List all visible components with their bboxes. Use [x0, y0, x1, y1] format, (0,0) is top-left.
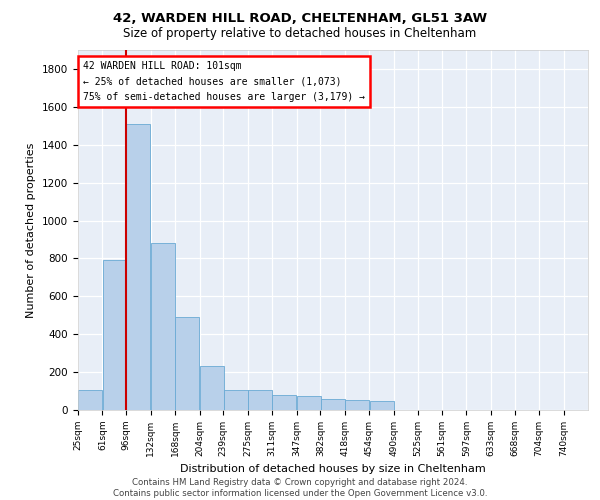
Bar: [345, 400, 369, 410]
Bar: [321, 398, 344, 410]
Text: Size of property relative to detached houses in Cheltenham: Size of property relative to detached ho…: [124, 28, 476, 40]
Bar: [103, 260, 127, 410]
Bar: [248, 390, 272, 410]
Text: 42, WARDEN HILL ROAD, CHELTENHAM, GL51 3AW: 42, WARDEN HILL ROAD, CHELTENHAM, GL51 3…: [113, 12, 487, 26]
Bar: [224, 390, 248, 410]
Text: Contains HM Land Registry data © Crown copyright and database right 2024.
Contai: Contains HM Land Registry data © Crown c…: [113, 478, 487, 498]
Bar: [370, 402, 394, 410]
Bar: [175, 317, 199, 410]
Bar: [151, 244, 175, 410]
Bar: [272, 395, 296, 410]
X-axis label: Distribution of detached houses by size in Cheltenham: Distribution of detached houses by size …: [180, 464, 486, 474]
Bar: [200, 366, 224, 410]
Bar: [297, 396, 321, 410]
Text: 42 WARDEN HILL ROAD: 101sqm
← 25% of detached houses are smaller (1,073)
75% of : 42 WARDEN HILL ROAD: 101sqm ← 25% of det…: [83, 61, 365, 102]
Bar: [127, 124, 151, 410]
Y-axis label: Number of detached properties: Number of detached properties: [26, 142, 37, 318]
Bar: [78, 390, 102, 410]
